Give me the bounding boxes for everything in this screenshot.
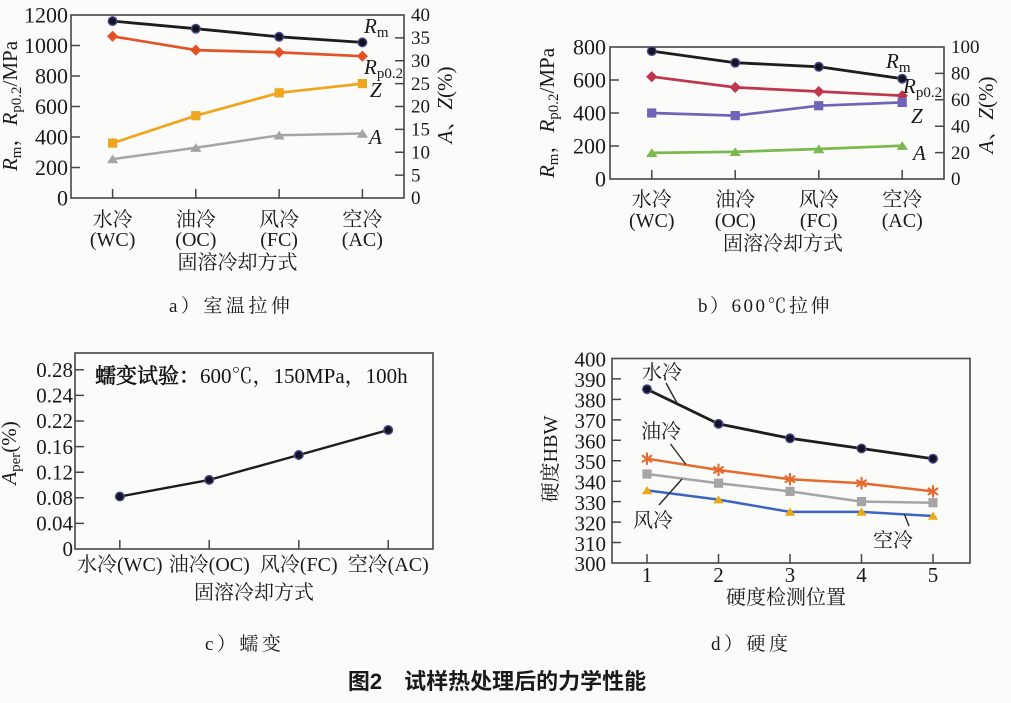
svg-text:60: 60 xyxy=(951,90,970,111)
svg-text:40: 40 xyxy=(411,5,430,26)
svg-text:(AC): (AC) xyxy=(342,229,383,251)
svg-text:(AC): (AC) xyxy=(882,210,923,232)
svg-text:油冷(OC): 油冷(OC) xyxy=(169,553,250,576)
svg-text:350: 350 xyxy=(575,450,607,474)
svg-text:400: 400 xyxy=(575,348,607,372)
svg-text:0: 0 xyxy=(411,188,421,209)
svg-text:A、Z(%): A、Z(%) xyxy=(974,76,998,155)
svg-text:0.24: 0.24 xyxy=(36,384,73,408)
svg-text:400: 400 xyxy=(573,101,606,126)
svg-text:200: 200 xyxy=(35,155,68,180)
svg-text:图2 试样热处理后的力学性能: 图2 试样热处理后的力学性能 xyxy=(348,669,646,694)
svg-text:600: 600 xyxy=(573,68,606,93)
svg-text:600: 600 xyxy=(35,94,68,119)
svg-text:空冷: 空冷 xyxy=(882,188,922,211)
svg-text:风冷: 风冷 xyxy=(799,188,839,211)
svg-text:1: 1 xyxy=(642,563,653,587)
svg-text:(OC): (OC) xyxy=(715,210,756,232)
svg-text:a）室温拉伸: a）室温拉伸 xyxy=(169,295,293,317)
svg-text:0.04: 0.04 xyxy=(36,512,73,536)
svg-text:15: 15 xyxy=(411,120,430,141)
svg-text:800: 800 xyxy=(573,35,606,60)
svg-text:水冷: 水冷 xyxy=(632,188,672,211)
svg-text:d）硬度: d）硬度 xyxy=(711,633,792,655)
svg-text:水冷: 水冷 xyxy=(93,208,133,231)
svg-text:蠕变试验：600℃，150MPa，100h: 蠕变试验：600℃，150MPa，100h xyxy=(95,364,408,389)
svg-text:(FC): (FC) xyxy=(800,210,838,232)
svg-text:3: 3 xyxy=(785,563,796,587)
svg-text:A: A xyxy=(367,125,382,149)
svg-text:20: 20 xyxy=(411,97,430,118)
svg-text:空冷(AC): 空冷(AC) xyxy=(348,553,429,576)
svg-text:0.08: 0.08 xyxy=(36,486,73,510)
svg-text:(OC): (OC) xyxy=(175,229,216,251)
svg-text:360: 360 xyxy=(575,430,607,454)
svg-text:0.22: 0.22 xyxy=(36,409,73,433)
svg-text:硬度HBW: 硬度HBW xyxy=(539,416,562,503)
svg-text:Z: Z xyxy=(370,78,382,102)
svg-text:20: 20 xyxy=(951,143,970,164)
svg-text:10: 10 xyxy=(411,142,430,163)
svg-text:水冷: 水冷 xyxy=(642,361,682,384)
svg-text:风冷: 风冷 xyxy=(259,208,299,231)
svg-text:25: 25 xyxy=(411,74,430,95)
svg-text:Aper(%): Aper(%) xyxy=(0,421,24,486)
svg-text:0: 0 xyxy=(57,186,68,211)
svg-text:油冷: 油冷 xyxy=(641,420,681,443)
svg-text:硬度检测位置: 硬度检测位置 xyxy=(726,586,846,609)
svg-text:200: 200 xyxy=(573,134,606,159)
svg-text:380: 380 xyxy=(575,389,607,413)
svg-text:310: 310 xyxy=(575,532,607,556)
svg-text:油冷: 油冷 xyxy=(715,188,755,211)
svg-text:风冷(FC): 风冷(FC) xyxy=(260,553,338,576)
svg-text:5: 5 xyxy=(928,563,939,587)
svg-text:80: 80 xyxy=(951,64,970,85)
svg-text:固溶冷却方式: 固溶冷却方式 xyxy=(178,251,298,274)
svg-text:30: 30 xyxy=(411,51,430,72)
svg-text:(WC): (WC) xyxy=(629,210,675,232)
svg-text:300: 300 xyxy=(575,552,607,576)
svg-text:370: 370 xyxy=(575,409,607,433)
svg-text:0: 0 xyxy=(951,169,961,190)
svg-text:b）600℃拉伸: b）600℃拉伸 xyxy=(698,295,832,317)
svg-text:40: 40 xyxy=(951,116,970,137)
svg-text:A、Z(%): A、Z(%) xyxy=(433,66,457,145)
svg-text:(WC): (WC) xyxy=(90,229,136,251)
svg-text:空冷: 空冷 xyxy=(342,208,382,231)
svg-text:固溶冷却方式: 固溶冷却方式 xyxy=(723,232,843,255)
svg-text:Rm，Rp0.2/MPa: Rm，Rp0.2/MPa xyxy=(535,47,562,179)
svg-text:(FC): (FC) xyxy=(260,229,298,251)
svg-text:Rm，Rp0.2/MPa: Rm，Rp0.2/MPa xyxy=(0,40,25,172)
svg-text:0: 0 xyxy=(63,537,74,561)
svg-text:1000: 1000 xyxy=(24,33,68,58)
svg-text:c）蠕变: c）蠕变 xyxy=(205,633,284,655)
svg-text:800: 800 xyxy=(35,64,68,89)
svg-text:390: 390 xyxy=(575,368,607,392)
svg-text:油冷: 油冷 xyxy=(176,208,216,231)
svg-text:35: 35 xyxy=(411,28,430,49)
svg-text:320: 320 xyxy=(575,511,607,535)
svg-text:330: 330 xyxy=(575,491,607,515)
svg-text:A: A xyxy=(911,141,926,165)
svg-text:0.28: 0.28 xyxy=(36,358,73,382)
svg-text:2: 2 xyxy=(713,563,724,587)
svg-text:1200: 1200 xyxy=(24,3,68,28)
svg-text:100: 100 xyxy=(951,37,980,58)
svg-text:水冷(WC): 水冷(WC) xyxy=(77,553,163,576)
svg-text:4: 4 xyxy=(856,563,867,587)
svg-text:340: 340 xyxy=(575,470,607,494)
svg-text:风冷: 风冷 xyxy=(633,509,673,532)
svg-text:0: 0 xyxy=(595,167,606,192)
svg-text:Z: Z xyxy=(911,104,923,128)
svg-text:400: 400 xyxy=(35,125,68,150)
svg-text:0.12: 0.12 xyxy=(36,460,73,484)
svg-text:固溶冷却方式: 固溶冷却方式 xyxy=(194,581,314,604)
svg-text:空冷: 空冷 xyxy=(873,529,913,552)
svg-text:5: 5 xyxy=(411,165,421,186)
svg-text:0.16: 0.16 xyxy=(36,435,73,459)
